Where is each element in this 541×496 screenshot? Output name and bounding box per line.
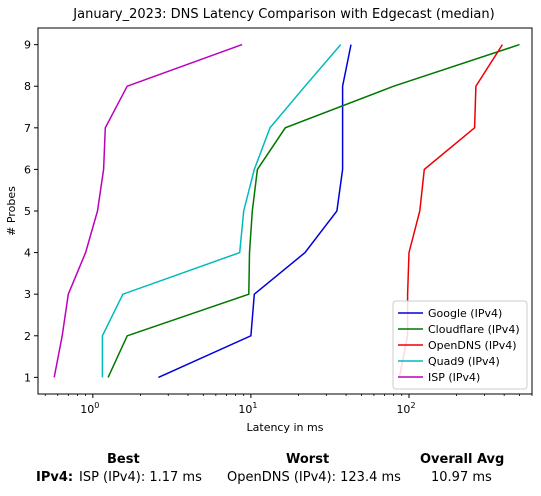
y-tick-label: 6 xyxy=(24,163,31,176)
series-line-4 xyxy=(101,44,342,378)
legend-label: Cloudflare (IPv4) xyxy=(428,323,520,336)
ipv4-row-label: IPv4: xyxy=(36,470,74,485)
y-tick-label: 7 xyxy=(24,122,31,135)
latency-chart: January_2023: DNS Latency Comparison wit… xyxy=(5,7,533,434)
y-tick-label: 9 xyxy=(24,39,31,52)
y-tick-label: 4 xyxy=(24,247,31,260)
y-axis-label: # Probes xyxy=(5,186,18,236)
x-tick-label: 100 xyxy=(80,401,99,416)
y-tick-label: 5 xyxy=(24,205,31,218)
legend-label: Google (IPv4) xyxy=(428,307,502,320)
y-tick-label: 8 xyxy=(24,80,31,93)
series-line-1 xyxy=(158,44,352,379)
overall-avg-header: Overall Avg xyxy=(420,452,505,467)
y-tick-label: 2 xyxy=(24,330,31,343)
x-tick-label: 101 xyxy=(238,401,257,416)
legend-label: OpenDNS (IPv4) xyxy=(428,339,517,352)
x-tick-label: 102 xyxy=(396,401,415,416)
legend-label: Quad9 (IPv4) xyxy=(428,355,500,368)
x-axis-label: Latency in ms xyxy=(247,421,324,434)
chart-title: January_2023: DNS Latency Comparison wit… xyxy=(72,7,494,22)
overall-avg-value: 10.97 ms xyxy=(431,470,492,485)
legend: Google (IPv4) Cloudflare (IPv4) OpenDNS (I… xyxy=(392,300,528,390)
worst-header: Worst xyxy=(286,452,330,467)
worst-value: OpenDNS (IPv4): 123.4 ms xyxy=(227,470,401,485)
series-line-2 xyxy=(107,43,520,378)
series-line-5 xyxy=(53,43,243,378)
best-value: ISP (IPv4): 1.17 ms xyxy=(79,470,202,485)
best-header: Best xyxy=(107,452,140,467)
legend-label: ISP (IPv4) xyxy=(428,371,480,384)
y-tick-label: 1 xyxy=(24,371,31,384)
axes: 100 101 102 1 2 3 4 5 6 7 8 9 xyxy=(24,39,533,416)
y-tick-label: 3 xyxy=(24,288,31,301)
legend-box xyxy=(392,300,528,390)
